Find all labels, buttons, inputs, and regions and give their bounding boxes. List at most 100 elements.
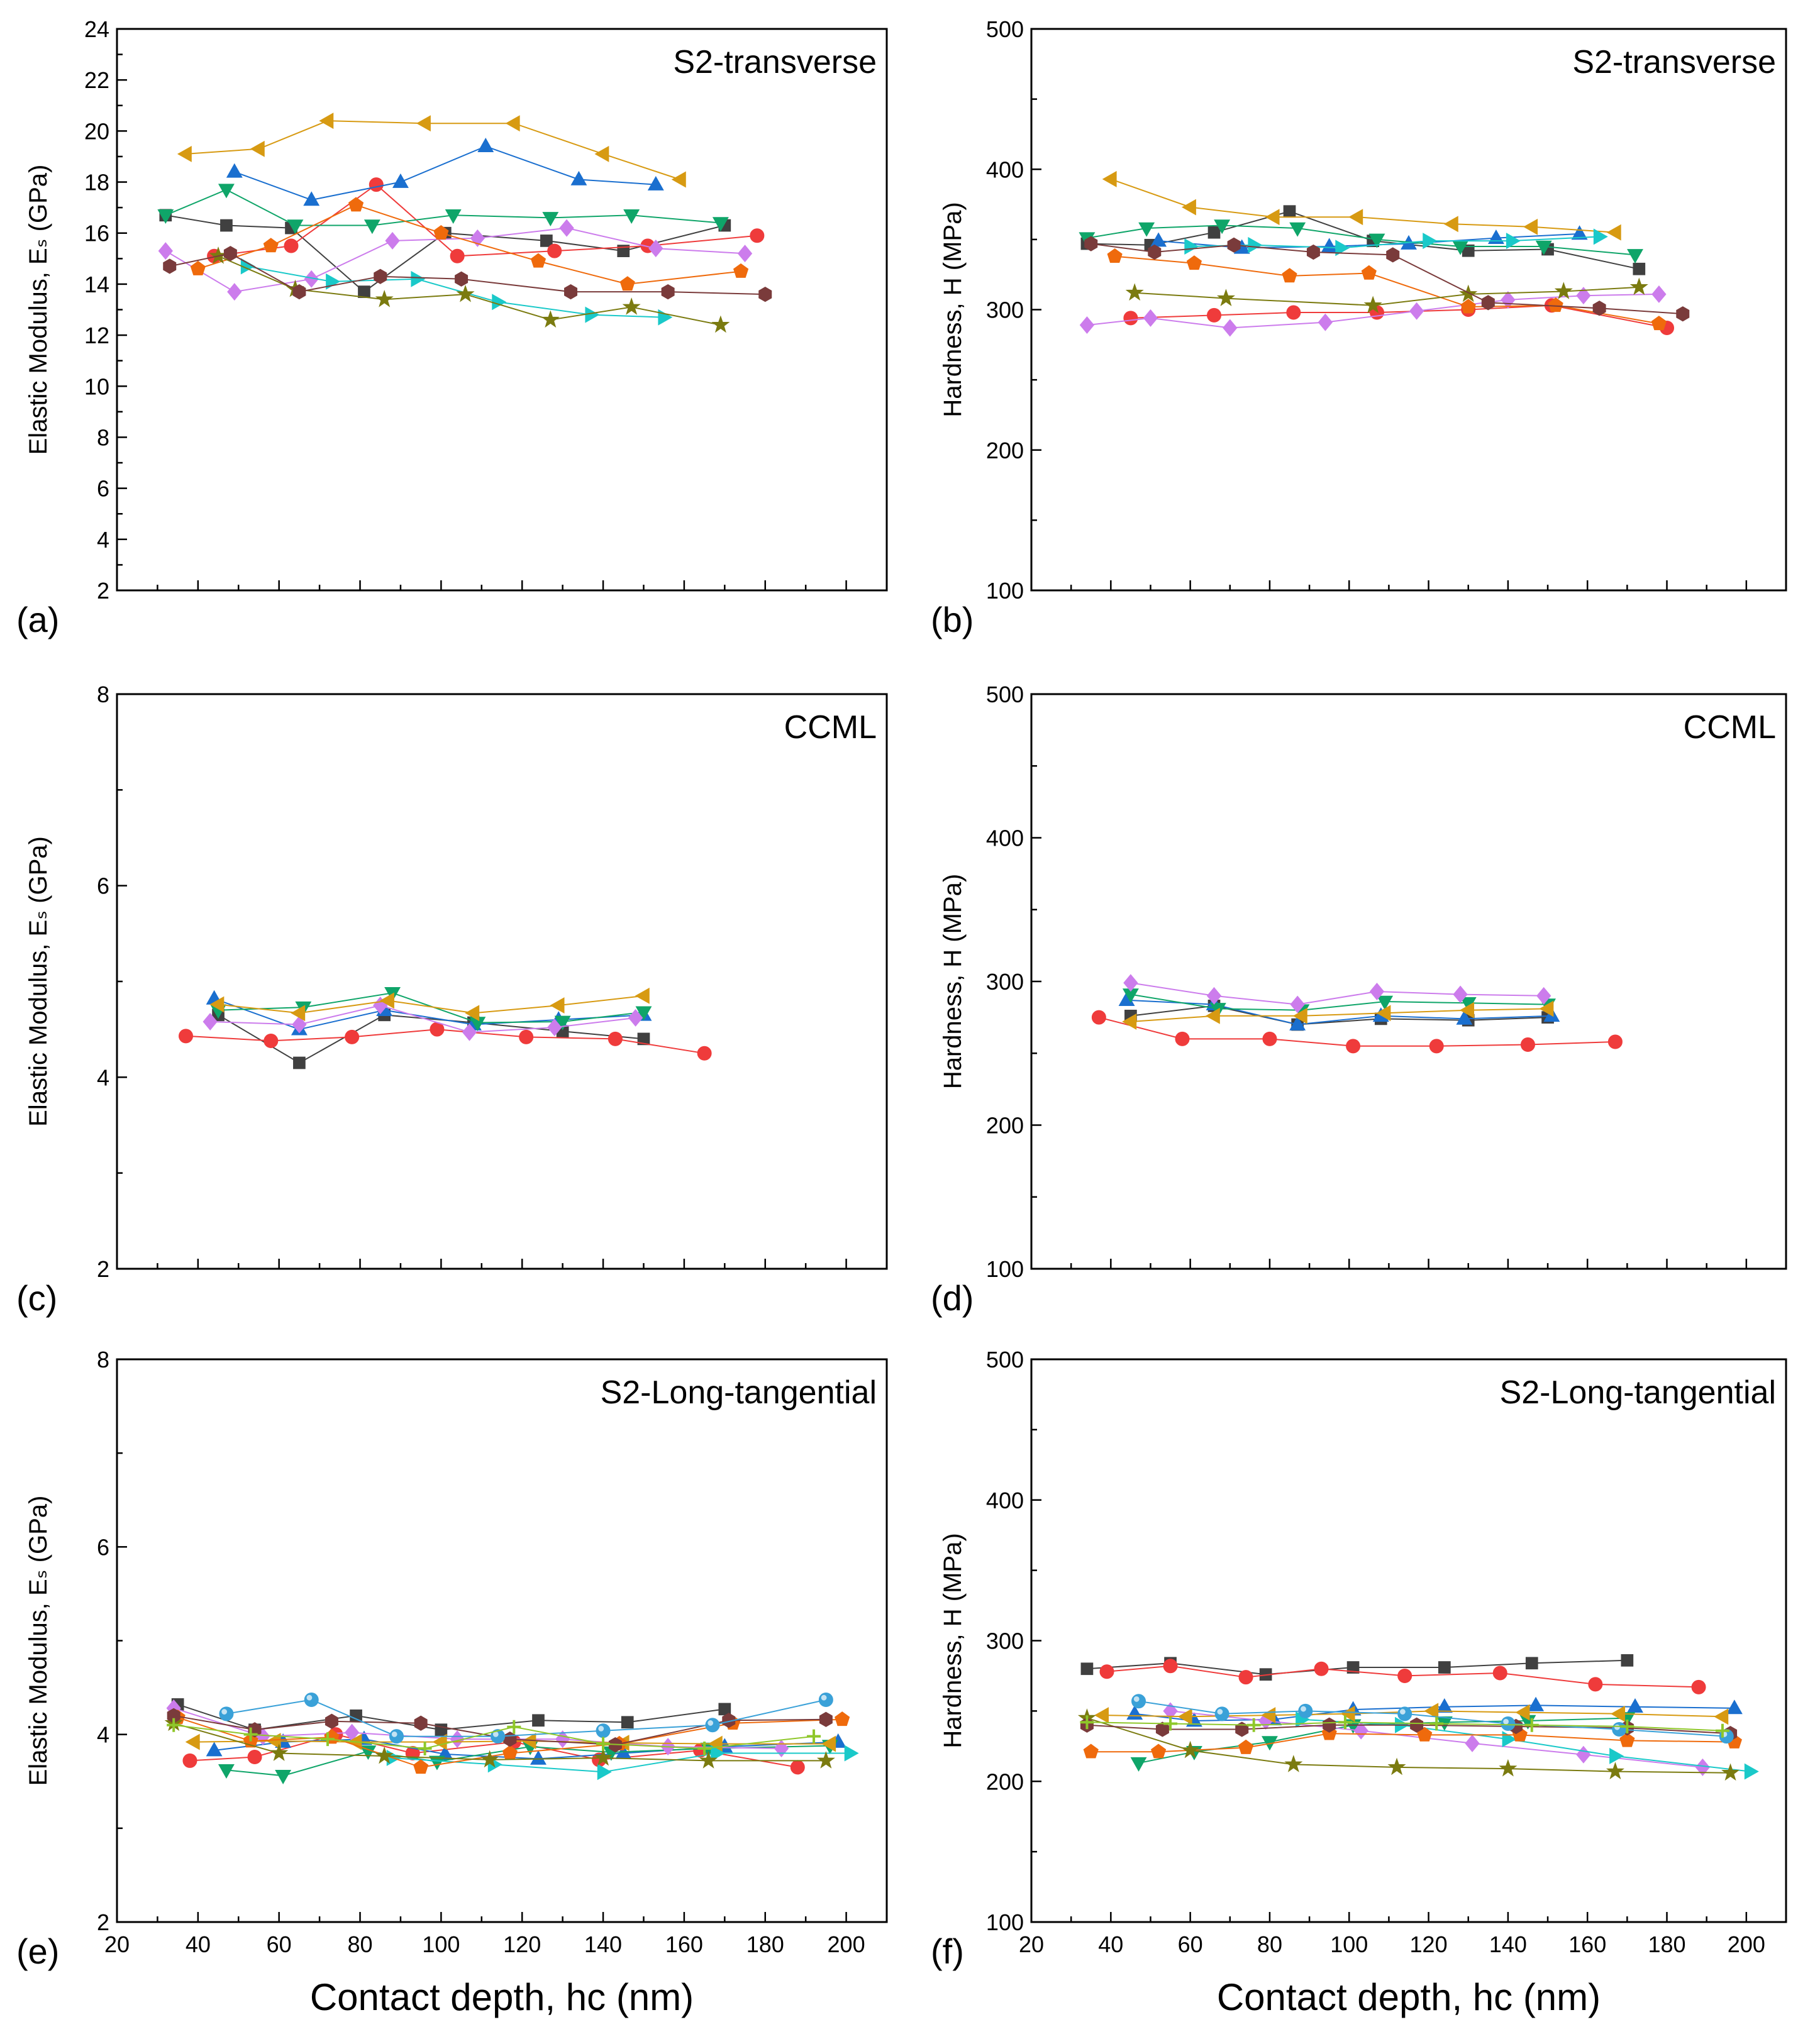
data-point [750, 228, 765, 243]
data-point [379, 992, 394, 1009]
data-point [718, 1703, 731, 1716]
series-layer [1091, 974, 1623, 1054]
series-line [218, 995, 644, 1014]
series-3 [226, 138, 664, 206]
data-point [818, 1692, 833, 1707]
data-point [247, 1749, 262, 1764]
x-tick-label: 40 [1098, 1931, 1123, 1957]
series-10 [1084, 236, 1690, 322]
y-tick-label: 18 [84, 170, 109, 196]
data-point [291, 1005, 306, 1022]
data-point [621, 1716, 634, 1729]
y-tick-label: 6 [97, 873, 109, 899]
series-11 [219, 1692, 833, 1744]
plot-frame [1030, 1358, 1787, 1923]
data-point-highlight [1133, 1696, 1140, 1702]
data-point [619, 276, 635, 291]
data-point [1465, 1734, 1480, 1752]
data-point [1298, 1703, 1313, 1718]
series-line [246, 265, 664, 318]
data-point [1744, 1763, 1759, 1780]
data-point [821, 1735, 836, 1752]
data-point [733, 263, 749, 278]
series-12 [1080, 1715, 1729, 1738]
x-tick-label: 180 [746, 1931, 784, 1957]
y-tick-label: 100 [986, 578, 1024, 604]
data-point [1377, 995, 1394, 1010]
series-line [1135, 286, 1640, 306]
data-point [1695, 1758, 1711, 1776]
panel-c: 2 4 6 8 Elastic Modulus, Eₛ (GPa) CCML (c) [16, 682, 888, 1318]
data-point [185, 1733, 200, 1750]
data-point [369, 177, 384, 192]
data-point [1676, 306, 1690, 322]
x-tick-label: 60 [267, 1931, 292, 1957]
series-line [189, 1733, 798, 1768]
data-point [1651, 285, 1667, 303]
data-point [456, 284, 475, 302]
data-point [594, 1748, 613, 1766]
data-point [1216, 289, 1235, 306]
data-point [1691, 1679, 1706, 1694]
data-point [530, 253, 547, 268]
data-point-highlight [221, 1709, 228, 1715]
data-point [392, 173, 409, 188]
data-point [1499, 1759, 1518, 1777]
data-point [413, 1759, 429, 1774]
series-9 [1077, 1708, 1740, 1781]
data-point [1138, 222, 1155, 237]
series-line [226, 1745, 830, 1777]
panel-title: CCML [1684, 709, 1776, 746]
data-point [1163, 1659, 1178, 1674]
data-point [1524, 1718, 1539, 1732]
data-point [319, 113, 334, 130]
y-axis-title: Hardness, H (MPa) [939, 202, 967, 417]
y-tick-label: 200 [986, 1113, 1024, 1139]
data-point [1083, 1743, 1099, 1759]
data-point [292, 284, 306, 300]
data-point [1460, 1002, 1475, 1019]
series-4 [157, 184, 729, 235]
plot-frame [116, 28, 888, 592]
data-point-highlight [708, 1720, 714, 1726]
data-point [1492, 1666, 1507, 1681]
data-point [455, 271, 469, 287]
series-line [234, 145, 656, 201]
y-tick-label: 100 [986, 1256, 1024, 1282]
y-tick-label: 500 [986, 16, 1024, 42]
series-4 [1079, 219, 1643, 264]
data-point [1123, 311, 1138, 326]
data-point [711, 1745, 726, 1762]
data-point [1410, 1717, 1424, 1733]
series-9 [209, 246, 730, 333]
data-point [462, 1023, 477, 1041]
data-point-highlight [1301, 1706, 1306, 1712]
panel-title: S2-Long-tangential [601, 1374, 877, 1411]
series-6 [1102, 170, 1621, 241]
data-point [177, 145, 192, 162]
data-point [428, 1755, 445, 1771]
data-point [1238, 1739, 1254, 1754]
y-tick-label: 24 [84, 16, 109, 42]
series-line [1130, 1005, 1548, 1025]
data-point [1181, 199, 1196, 216]
data-point [1122, 1014, 1137, 1030]
data-point [432, 1733, 447, 1750]
x-tick-label: 140 [584, 1931, 622, 1957]
data-point [816, 1751, 835, 1769]
data-point [1286, 305, 1301, 320]
data-point [1627, 249, 1643, 264]
data-point [275, 1770, 292, 1784]
data-point [1620, 1719, 1634, 1733]
data-point [1520, 1037, 1535, 1052]
data-point [1292, 1007, 1307, 1024]
series-line [1130, 982, 1544, 1005]
data-point [1387, 1757, 1406, 1776]
data-point [1262, 1031, 1277, 1046]
series-line [1130, 993, 1548, 1011]
y-tick-label: 200 [986, 1769, 1024, 1794]
series-5 [203, 997, 643, 1041]
data-point [1627, 1698, 1643, 1713]
data-point [411, 270, 426, 287]
